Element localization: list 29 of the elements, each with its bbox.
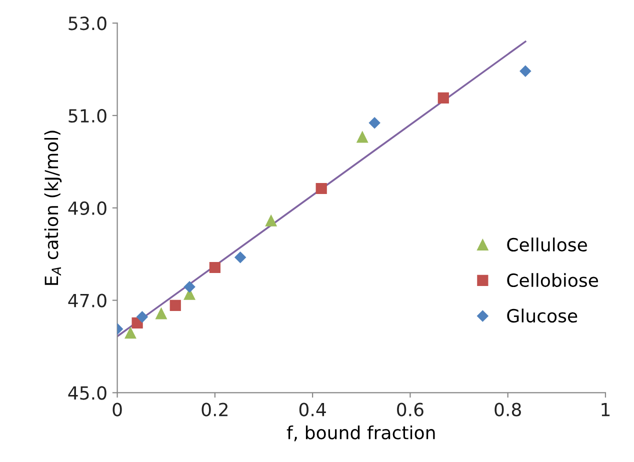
x-axis-title: f, bound fraction (286, 425, 435, 442)
legend-label: Cellobiose (507, 273, 598, 288)
x-tick-label: 0.8 (494, 402, 521, 416)
y-tick-label: 53.0 (68, 16, 106, 30)
y-tick-label: 49.0 (68, 201, 106, 216)
y-tick-label: 51.0 (68, 108, 106, 123)
point (356, 132, 368, 143)
point (316, 182, 327, 194)
point (170, 300, 181, 311)
point (438, 92, 449, 104)
point (266, 215, 277, 226)
legend-label: Glucose (507, 308, 578, 323)
point (234, 252, 246, 263)
x-tick-label: 1 (602, 402, 610, 416)
x-tick-label: 0.6 (397, 402, 424, 416)
y-tick-label: 45.0 (68, 386, 106, 400)
legend-label: Cellulose (507, 238, 587, 252)
y-tick-label: 47.0 (68, 294, 106, 308)
point (368, 117, 380, 128)
x-tick-label: 0 (112, 402, 122, 416)
point (184, 281, 196, 293)
y-axis-title: E$_{A}$ cation (kJ/mol) (44, 130, 62, 285)
point (520, 66, 532, 77)
x-tick-label: 0.2 (202, 402, 228, 416)
x-tick-label: 0.4 (299, 402, 326, 416)
point (136, 311, 148, 323)
point (156, 308, 167, 320)
point (209, 262, 220, 274)
point (124, 328, 136, 339)
